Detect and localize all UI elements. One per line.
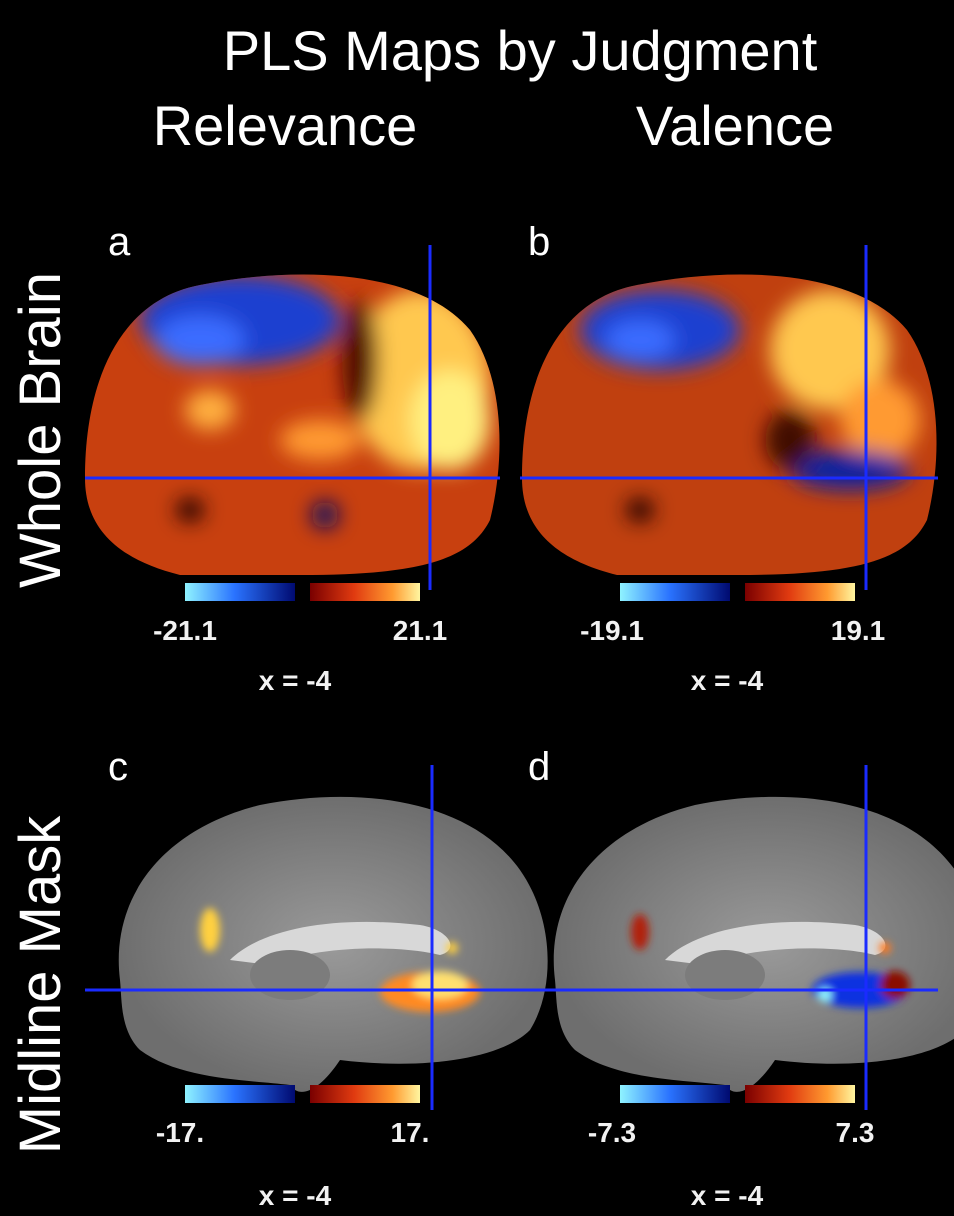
colorbar-negative xyxy=(620,1085,730,1103)
row-header: Midline Mask xyxy=(8,815,73,1154)
column-header: Relevance xyxy=(153,94,418,157)
brain-map xyxy=(85,274,500,575)
colorbar-max: 19.1 xyxy=(831,615,886,646)
brain-map xyxy=(522,274,937,575)
colorbar-min: -19.1 xyxy=(580,615,644,646)
colorbar-negative xyxy=(620,583,730,601)
column-header: Valence xyxy=(636,94,834,157)
brain-map xyxy=(553,796,954,1092)
figure-title: PLS Maps by Judgment xyxy=(223,19,818,82)
colorbar-min: -17. xyxy=(156,1117,204,1148)
slice-coordinate: x = -4 xyxy=(259,1180,332,1211)
colorbar-max: 17. xyxy=(391,1117,430,1148)
row-header: Whole Brain xyxy=(8,272,73,588)
colorbar-positive xyxy=(310,583,420,601)
brain-map xyxy=(118,796,548,1092)
colorbar-min: -7.3 xyxy=(588,1117,636,1148)
panel-letter: a xyxy=(108,220,131,264)
colorbar-negative xyxy=(185,1085,295,1103)
slice-coordinate: x = -4 xyxy=(691,665,764,696)
colorbar-max: 21.1 xyxy=(393,615,448,646)
panel-letter: c xyxy=(108,745,128,789)
panel-letter: d xyxy=(528,745,550,789)
colorbar-positive xyxy=(745,1085,855,1103)
colorbar-positive xyxy=(310,1085,420,1103)
slice-coordinate: x = -4 xyxy=(259,665,332,696)
colorbar-max: 7.3 xyxy=(836,1117,875,1148)
colorbar-negative xyxy=(185,583,295,601)
colorbar-min: -21.1 xyxy=(153,615,217,646)
slice-coordinate: x = -4 xyxy=(691,1180,764,1211)
colorbar-positive xyxy=(745,583,855,601)
panel-letter: b xyxy=(528,220,550,264)
